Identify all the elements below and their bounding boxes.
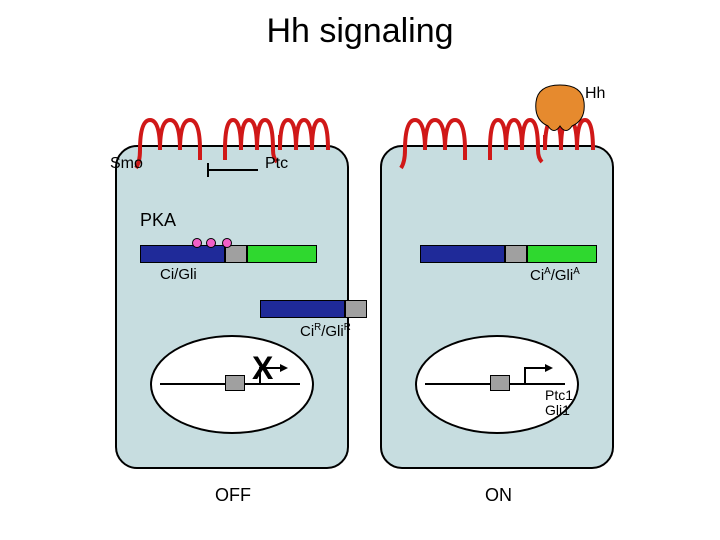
smo-label-left: Smo bbox=[110, 155, 143, 173]
page-title: Hh signaling bbox=[0, 12, 720, 51]
state-on-label: ON bbox=[485, 485, 512, 506]
cigliR-bar-blue bbox=[260, 300, 345, 318]
pka-label: PKA bbox=[140, 210, 176, 231]
target-gene-labels: Ptc1 Gli1 bbox=[545, 388, 573, 419]
cigli-bar-green-left bbox=[247, 245, 317, 263]
gene-arrow-right bbox=[523, 363, 553, 385]
phospho-dot bbox=[206, 238, 216, 248]
hh-label: Hh bbox=[585, 85, 605, 103]
cigliR-label: CiR/GliR bbox=[300, 322, 351, 340]
phospho-dot bbox=[222, 238, 232, 248]
phospho-dot bbox=[192, 238, 202, 248]
promoter-box-right bbox=[490, 375, 510, 391]
cigliR-bar-gray bbox=[345, 300, 367, 318]
hh-ligand-icon bbox=[530, 80, 590, 135]
cigliA-bar-blue bbox=[420, 245, 505, 263]
cigliA-bar-gray bbox=[505, 245, 527, 263]
promoter-box-left bbox=[225, 375, 245, 391]
state-off-label: OFF bbox=[215, 485, 251, 506]
inhibition-tbar bbox=[200, 160, 260, 180]
cigli-label-left: Ci/Gli bbox=[160, 266, 197, 283]
cigliA-bar-green bbox=[527, 245, 597, 263]
cigliA-label: CiA/GliA bbox=[530, 266, 580, 284]
repress-x-icon: X bbox=[252, 350, 273, 387]
ptc-label-left: Ptc bbox=[265, 155, 288, 173]
